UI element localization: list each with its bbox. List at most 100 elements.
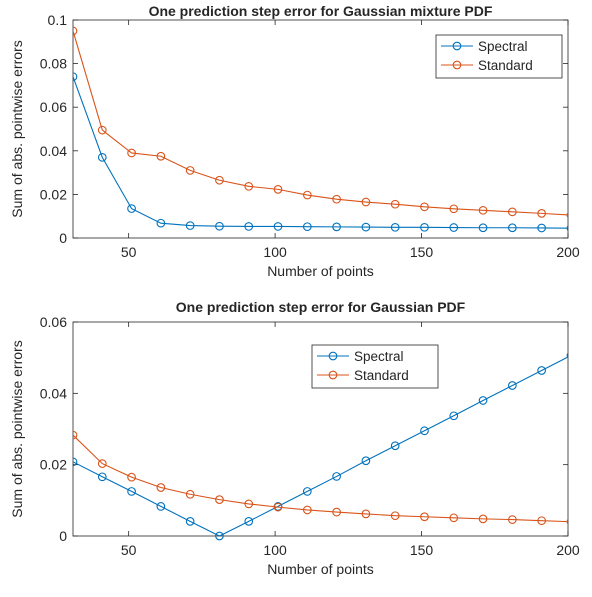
- chart2-ytick-label: 0.06: [40, 314, 67, 330]
- chart2-axes-box: [72, 321, 569, 537]
- chart2-legend-entry-standard-marker: [328, 370, 338, 380]
- chart1-ytick-label: 0.04: [40, 143, 67, 159]
- chart1-series-spectral-point: [185, 221, 195, 230]
- chart1-series-spectral-point: [420, 222, 429, 232]
- chart1-legend: Spectral Standard: [435, 34, 563, 79]
- chart1-series-standard-point: [537, 209, 546, 218]
- chart2-series-standard-point: [185, 489, 195, 499]
- chart1-series-standard-point: [73, 26, 78, 36]
- chart2-series-standard: [73, 430, 568, 526]
- chart2-series-spectral-point: [507, 381, 517, 390]
- chart1-series-spectral-point: [566, 224, 568, 232]
- chart1-ytick-label: 0.06: [40, 99, 67, 115]
- chart2-series-spectral-point: [478, 396, 488, 405]
- chart2-legend-entry-standard-label: Standard: [354, 368, 409, 383]
- chart1-xlabel: Number of points: [267, 263, 374, 279]
- chart2-series-standard-point: [390, 511, 400, 521]
- chart2-series-spectral-point: [302, 487, 312, 496]
- chart1-xtick-label: 50: [121, 244, 137, 260]
- chart2-series-standard-point: [361, 509, 371, 519]
- chart2-series-standard-point: [302, 505, 312, 515]
- chart2-series-standard-point: [127, 472, 136, 482]
- chart1-legend-entry-standard-marker: [452, 60, 462, 70]
- chart1-legend-entry-standard-label: Standard: [478, 58, 533, 73]
- chart2: 50 100 150 200 0 0.02 0.04 0.06 One prediction s…: [9, 299, 580, 577]
- chart1-series-spectral-point: [73, 72, 78, 82]
- chart2-series-spectral-point: [244, 517, 254, 526]
- chart2-series-spectral-point: [449, 411, 459, 421]
- chart2-xtick-label: 50: [121, 542, 137, 558]
- chart1: 50 100 150 200 0 0.02 0.04 0.06 0.08 0.1 One predi…: [9, 3, 580, 279]
- chart1-series-standard: [73, 26, 568, 219]
- chart2-ytick-label: 0: [59, 528, 67, 544]
- chart1-series-standard-point: [390, 199, 400, 209]
- chart2-series-spectral-point: [566, 352, 568, 359]
- chart2-ytick-label: 0.04: [40, 385, 67, 401]
- chart1-series-standard-point: [127, 148, 136, 158]
- chart2-series-spectral-point: [127, 487, 136, 496]
- chart1-xtick-label: 150: [410, 244, 434, 260]
- chart1-series-spectral-point: [127, 204, 136, 213]
- chart2-xtick-label: 200: [556, 542, 580, 558]
- chart2-series-standard-point: [244, 499, 254, 509]
- chart2-series-spectral-point: [185, 517, 195, 526]
- chart1-series-spectral-point: [215, 221, 224, 231]
- chart1-series-standard-point: [332, 194, 341, 204]
- chart1-series-spectral: [73, 72, 568, 233]
- chart2-xlabel: Number of points: [267, 561, 374, 577]
- chart2-ylabel: Sum of abs. pointwise errors: [9, 340, 25, 517]
- chart1-series-standard-line: [73, 30, 568, 216]
- chart1-series-spectral-point: [449, 223, 459, 232]
- chart2-legend-entry-spectral-marker: [328, 351, 338, 361]
- chart1-series-spectral-point: [332, 222, 341, 232]
- chart1-series-standard-point: [449, 204, 459, 214]
- chart2-xtick-label: 100: [263, 542, 287, 558]
- chart1-ylabel: Sum of abs. pointwise errors: [9, 40, 25, 217]
- chart2-series-spectral-point: [215, 531, 224, 541]
- chart1-series-spectral-point: [361, 222, 371, 232]
- chart2-series-standard-point: [449, 513, 459, 523]
- chart2-series-standard-point: [273, 502, 283, 512]
- chart1-series-spectral-point: [97, 152, 107, 162]
- chart2-series-standard-point: [507, 515, 517, 524]
- chart1-series-standard-point: [185, 166, 195, 175]
- chart1-series-standard-point: [215, 175, 224, 185]
- chart2-series-standard-point: [73, 430, 78, 440]
- chart2-series-standard-point: [332, 507, 341, 517]
- chart2-legend-entry-spectral-label: Spectral: [354, 349, 404, 364]
- chart1-legend-entry-spectral-marker: [452, 41, 462, 51]
- chart2-title: One prediction step error for Gaussian P…: [176, 299, 466, 315]
- chart2-series-standard-point: [537, 516, 546, 526]
- chart2-legend: Spectral Standard: [311, 344, 439, 389]
- chart1-series-spectral-line: [73, 76, 568, 229]
- chart1-series-standard-point: [273, 185, 283, 194]
- chart1-legend-entry-spectral-label: Spectral: [478, 39, 528, 54]
- chart1-series-spectral-point: [156, 218, 166, 228]
- chart1-title: One prediction step error for Gaussian m…: [149, 3, 493, 19]
- chart2-series-spectral-point: [73, 457, 78, 467]
- chart1-xtick-label: 200: [556, 244, 580, 260]
- chart1-series-standard-point: [97, 125, 107, 135]
- chart2-series-spectral-line: [73, 356, 568, 537]
- chart1-series-standard-point: [478, 205, 488, 215]
- chart2-series-spectral-point: [156, 502, 166, 511]
- chart1-series-spectral-point: [507, 223, 517, 233]
- chart2-series-spectral: [73, 352, 568, 541]
- chart2-series-standard-point: [97, 459, 107, 468]
- chart1-series-spectral-point: [478, 223, 488, 233]
- chart1-series-standard-point: [566, 211, 568, 219]
- chart2-series-spectral-point: [390, 441, 400, 451]
- chart1-series-spectral-point: [302, 222, 312, 232]
- chart2-series-standard-point: [478, 514, 488, 524]
- chart1-ytick-label: 0.08: [40, 56, 67, 72]
- chart1-series-spectral-point: [273, 222, 283, 231]
- chart1-axes-box: [72, 19, 569, 239]
- chart1-series-standard-point: [156, 151, 166, 161]
- chart2-series-spectral-point: [361, 456, 371, 466]
- chart2-series-spectral-point: [97, 472, 107, 482]
- chart2-xtick-label: 150: [410, 542, 434, 558]
- chart2-ytick-label: 0.02: [40, 457, 67, 473]
- chart1-series-spectral-point: [390, 222, 400, 232]
